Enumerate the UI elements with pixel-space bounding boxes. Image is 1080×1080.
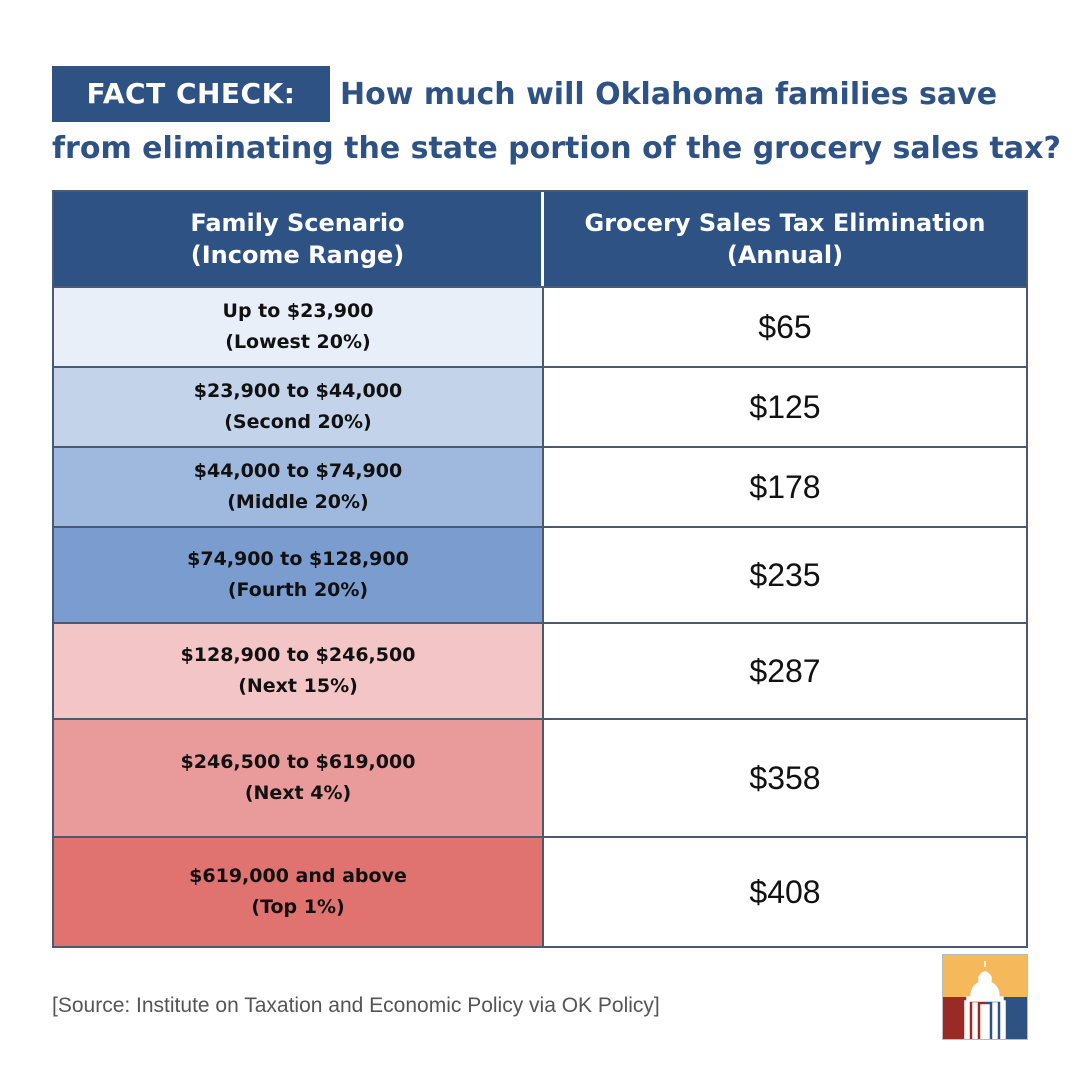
table-header: Family Scenario (Income Range) Grocery S… [54,192,1026,288]
savings-amount: $125 [544,368,1026,446]
income-group: (Middle 20%) [227,491,369,513]
savings-amount: $65 [544,288,1026,366]
header-family-scenario: Family Scenario (Income Range) [54,192,544,286]
table-row: $74,900 to $128,900 (Fourth 20%) $235 [54,528,1026,624]
income-range: Up to $23,900 [222,300,374,322]
savings-amount: $178 [544,448,1026,526]
income-group: (Lowest 20%) [225,331,371,353]
header-left-subtitle: (Income Range) [190,241,405,269]
capitol-dome-icon [943,955,1027,1039]
source-citation: [Source: Institute on Taxation and Econo… [52,994,660,1017]
table-row: $44,000 to $74,900 (Middle 20%) $178 [54,448,1026,528]
income-range-cell: $619,000 and above (Top 1%) [54,838,544,946]
income-range: $74,900 to $128,900 [187,548,409,570]
headline-line-1: How much will Oklahoma families save [340,77,998,112]
income-range-cell: $246,500 to $619,000 (Next 4%) [54,720,544,836]
income-range-cell: $44,000 to $74,900 (Middle 20%) [54,448,544,526]
header-left-title: Family Scenario [190,209,405,237]
income-group: (Fourth 20%) [227,579,369,601]
headline-line-2: from eliminating the state portion of th… [52,131,1061,166]
table-row: $128,900 to $246,500 (Next 15%) $287 [54,624,1026,720]
income-range-cell: $128,900 to $246,500 (Next 15%) [54,624,544,718]
savings-amount: $358 [544,720,1026,836]
savings-table: Family Scenario (Income Range) Grocery S… [52,190,1028,948]
table-row: $619,000 and above (Top 1%) $408 [54,838,1026,946]
savings-amount: $408 [544,838,1026,946]
income-group: (Next 15%) [238,675,358,697]
table-row: Up to $23,900 (Lowest 20%) $65 [54,288,1026,368]
table-row: $23,900 to $44,000 (Second 20%) $125 [54,368,1026,448]
income-range: $619,000 and above [189,865,407,887]
income-range-cell: $23,900 to $44,000 (Second 20%) [54,368,544,446]
income-group: (Second 20%) [224,411,372,433]
income-range: $246,500 to $619,000 [180,751,416,773]
income-range: $23,900 to $44,000 [193,380,403,402]
income-range-cell: $74,900 to $128,900 (Fourth 20%) [54,528,544,622]
savings-amount: $235 [544,528,1026,622]
savings-amount: $287 [544,624,1026,718]
fact-check-badge: FACT CHECK: [52,66,330,122]
income-group: (Top 1%) [251,896,345,918]
income-range-cell: Up to $23,900 (Lowest 20%) [54,288,544,366]
header-right-title: Grocery Sales Tax Elimination [584,209,986,237]
table-row: $246,500 to $619,000 (Next 4%) $358 [54,720,1026,838]
income-range: $44,000 to $74,900 [193,460,403,482]
ok-policy-logo [942,954,1028,1040]
income-group: (Next 4%) [244,782,352,804]
header-right-subtitle: (Annual) [726,241,844,269]
header-tax-elimination: Grocery Sales Tax Elimination (Annual) [544,192,1026,286]
income-range: $128,900 to $246,500 [180,644,416,666]
